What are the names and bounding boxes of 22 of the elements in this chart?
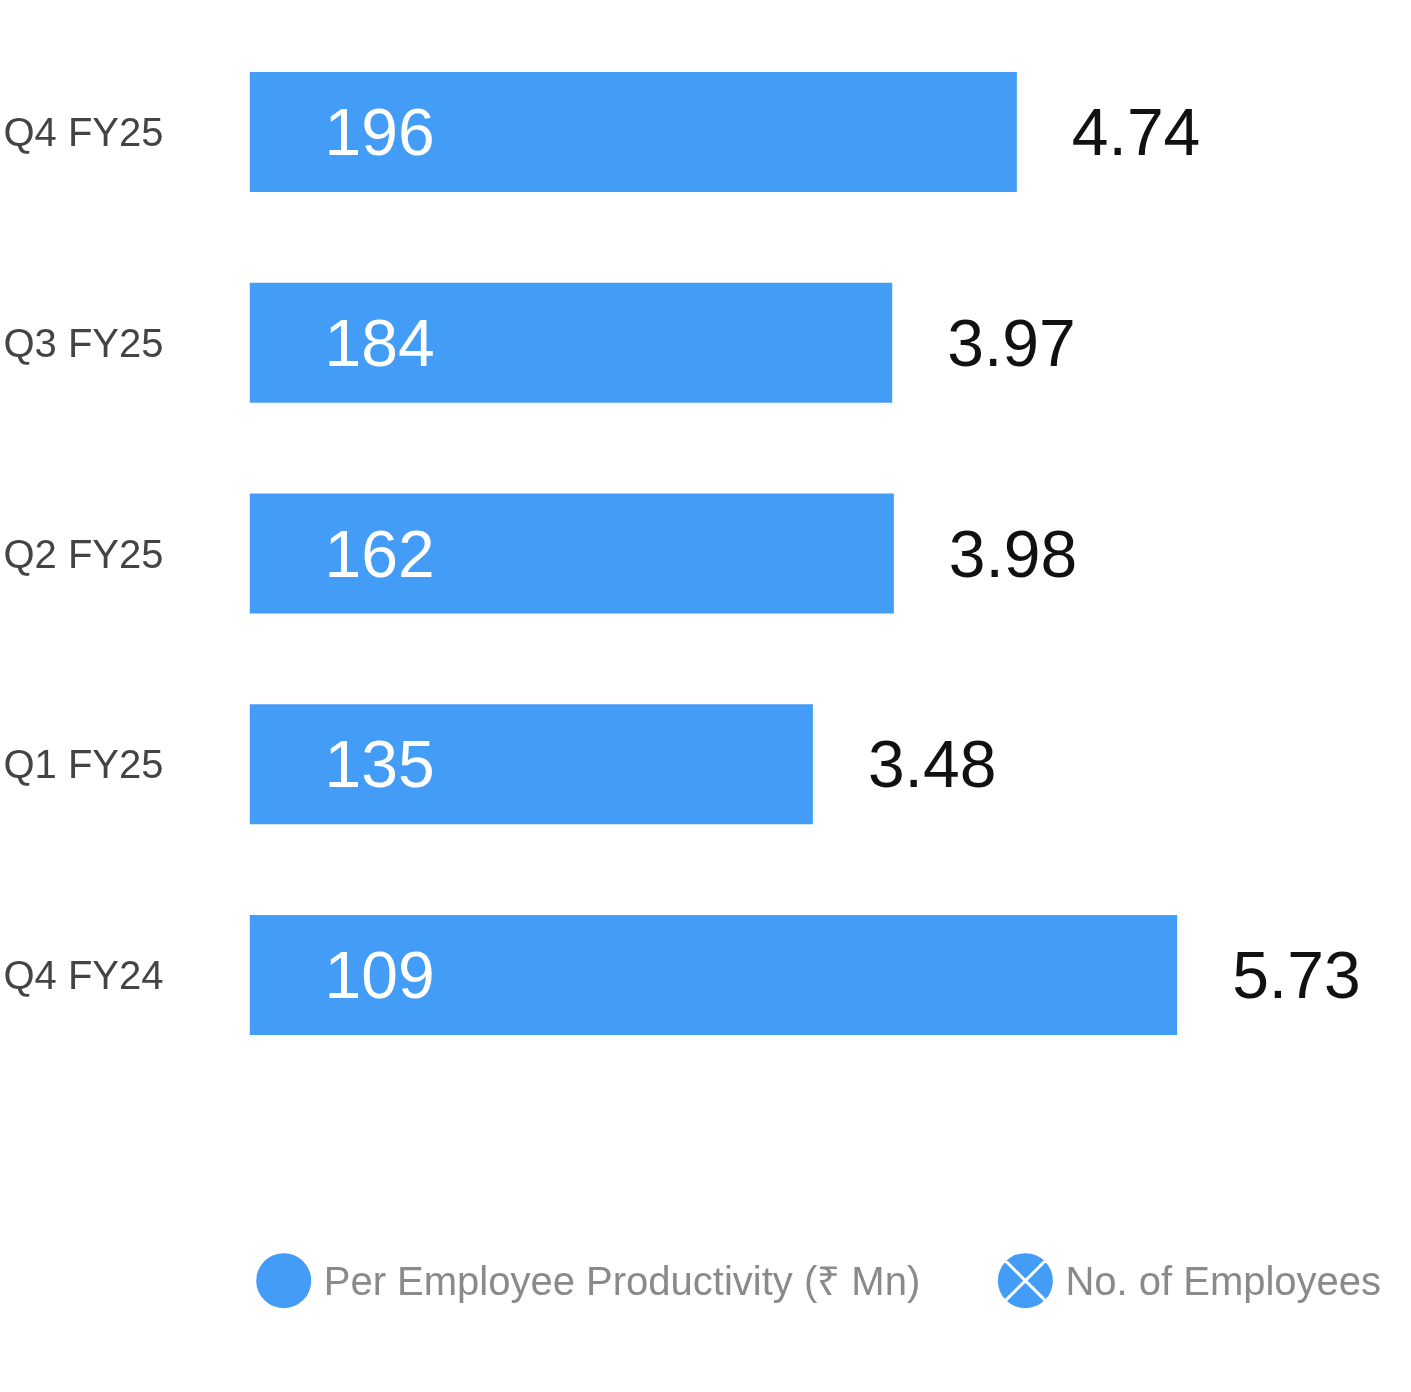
annotation: 184 <box>324 305 435 380</box>
y-tick-label: Q4 FY25 <box>3 109 164 154</box>
bar <box>249 914 1178 1036</box>
bar <box>249 493 894 614</box>
y-tick-label: Q3 FY25 <box>3 320 164 365</box>
bar <box>249 71 1017 193</box>
y-tick-label: Q1 FY25 <box>3 742 164 787</box>
data-label: 4.74 <box>1071 94 1201 169</box>
y-tick-label: Q4 FY24 <box>3 953 164 998</box>
bar <box>249 704 813 825</box>
annotation: 162 <box>324 516 435 591</box>
annotation: 196 <box>324 94 435 169</box>
y-tick-label: Q2 FY25 <box>3 531 164 576</box>
bar <box>249 282 893 403</box>
text: Per Employee Productivity (₹ Mn) <box>323 1258 921 1303</box>
data-label: 3.98 <box>948 516 1078 591</box>
annotation: 135 <box>324 727 435 802</box>
annotation: 109 <box>324 938 435 1013</box>
data-label: 3.97 <box>947 305 1076 380</box>
data-label: 5.73 <box>1232 938 1361 1013</box>
data-label: 3.48 <box>867 727 997 802</box>
legend-label: No. of Employees <box>1065 1258 1382 1303</box>
